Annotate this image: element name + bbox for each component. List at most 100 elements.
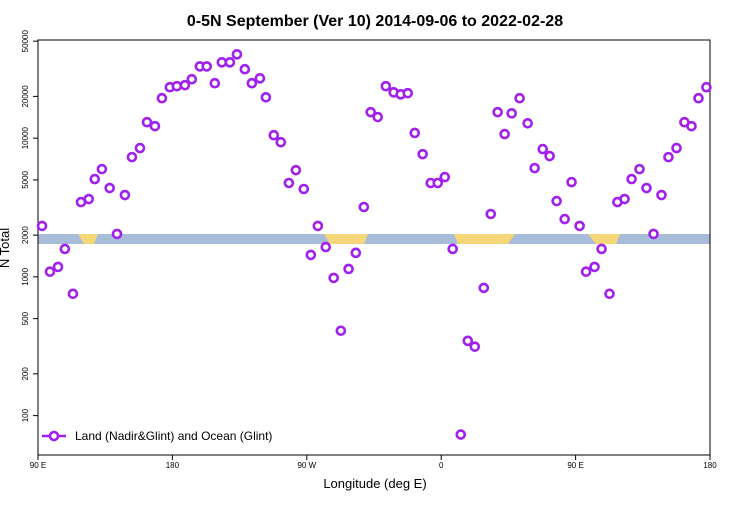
data-point	[619, 193, 630, 205]
data-point	[275, 136, 287, 148]
legend-marker	[48, 430, 60, 442]
data-point	[104, 182, 115, 194]
data-point	[701, 81, 712, 93]
data-point	[36, 220, 48, 232]
chart-title: 0-5N September (Ver 10) 2014-09-06 to 20…	[187, 13, 563, 30]
data-point	[506, 108, 517, 119]
data-point	[604, 288, 615, 300]
data-point	[589, 261, 600, 273]
data-point	[409, 127, 421, 139]
data-point	[89, 173, 101, 185]
data-point	[290, 164, 302, 176]
land-ocean-band	[38, 234, 710, 244]
data-point	[343, 263, 354, 275]
data-point	[231, 49, 243, 60]
data-point	[551, 195, 562, 207]
data-point	[141, 116, 153, 128]
data-point	[209, 77, 221, 89]
data-point	[686, 120, 697, 132]
data-point	[402, 87, 414, 99]
data-point	[320, 241, 332, 253]
data-point	[179, 79, 191, 91]
data-point	[626, 173, 637, 185]
data-point	[485, 208, 497, 220]
data-point	[372, 111, 384, 123]
data-point	[268, 129, 280, 141]
data-point	[439, 171, 451, 183]
x-tick-label: 90 W	[297, 461, 316, 470]
y-tick-label: 200	[21, 367, 30, 381]
y-tick-label: 500	[21, 311, 30, 325]
data-point	[171, 80, 183, 92]
data-point	[455, 429, 467, 440]
data-point	[522, 117, 533, 129]
data-point	[283, 177, 295, 189]
plot-frame	[37, 39, 711, 456]
data-point	[149, 120, 161, 132]
data-point	[663, 151, 674, 163]
x-axis-label: Longitude (deg E)	[323, 476, 426, 491]
data-point	[634, 163, 645, 175]
data-point	[201, 61, 213, 72]
data-point	[52, 261, 64, 273]
data-point	[59, 243, 71, 255]
data-point	[305, 249, 317, 261]
y-tick-label: 20000	[21, 85, 30, 108]
y-tick-label: 100	[21, 408, 30, 422]
data-point	[119, 189, 131, 201]
data-point	[134, 142, 146, 154]
data-point	[358, 201, 370, 213]
data-point	[574, 220, 585, 232]
data-point	[365, 106, 377, 118]
x-tick-label: 180	[703, 461, 717, 470]
data-point	[596, 243, 607, 255]
data-point	[671, 142, 682, 154]
x-tick-label: 90 E	[30, 461, 46, 470]
data-point	[335, 325, 347, 337]
legend-label: Land (Nadir&Glint) and Ocean (Glint)	[75, 429, 272, 443]
data-point	[478, 282, 490, 294]
y-axis-label: N Total	[0, 228, 12, 268]
y-tick-label: 5000	[21, 170, 30, 188]
y-tick-label: 2000	[21, 226, 30, 244]
data-point	[328, 272, 339, 284]
data-point	[380, 80, 392, 92]
data-point	[537, 143, 549, 155]
data-point	[111, 228, 123, 240]
data-point	[432, 177, 444, 189]
data-point	[544, 150, 555, 162]
data-point	[239, 63, 251, 75]
y-tick-label: 10000	[21, 126, 30, 149]
data-point	[350, 247, 362, 259]
x-tick-label: 90 E	[567, 461, 583, 470]
data-point	[67, 288, 79, 300]
data-point	[648, 228, 659, 240]
data-point	[186, 73, 198, 85]
data-point	[514, 92, 525, 104]
data-point	[469, 341, 481, 352]
data-point	[529, 162, 540, 174]
data-point	[312, 220, 324, 232]
x-tick-label: 0	[439, 461, 444, 470]
y-tick-label: 1000	[21, 267, 30, 285]
data-point	[96, 163, 108, 175]
data-point	[492, 106, 503, 118]
data-point	[254, 73, 266, 84]
data-point	[641, 182, 652, 194]
y-tick-label: 50000	[21, 30, 30, 53]
x-tick-label: 180	[166, 461, 180, 470]
data-point	[224, 57, 236, 68]
data-point	[417, 148, 428, 160]
data-point	[462, 335, 474, 347]
data-point	[83, 193, 95, 205]
data-point	[260, 92, 272, 103]
data-point	[580, 266, 592, 277]
data-point	[693, 92, 704, 104]
data-point	[499, 128, 510, 140]
data-point	[126, 151, 138, 163]
data-point	[246, 77, 258, 89]
data-point	[298, 183, 310, 195]
data-point	[656, 189, 667, 201]
